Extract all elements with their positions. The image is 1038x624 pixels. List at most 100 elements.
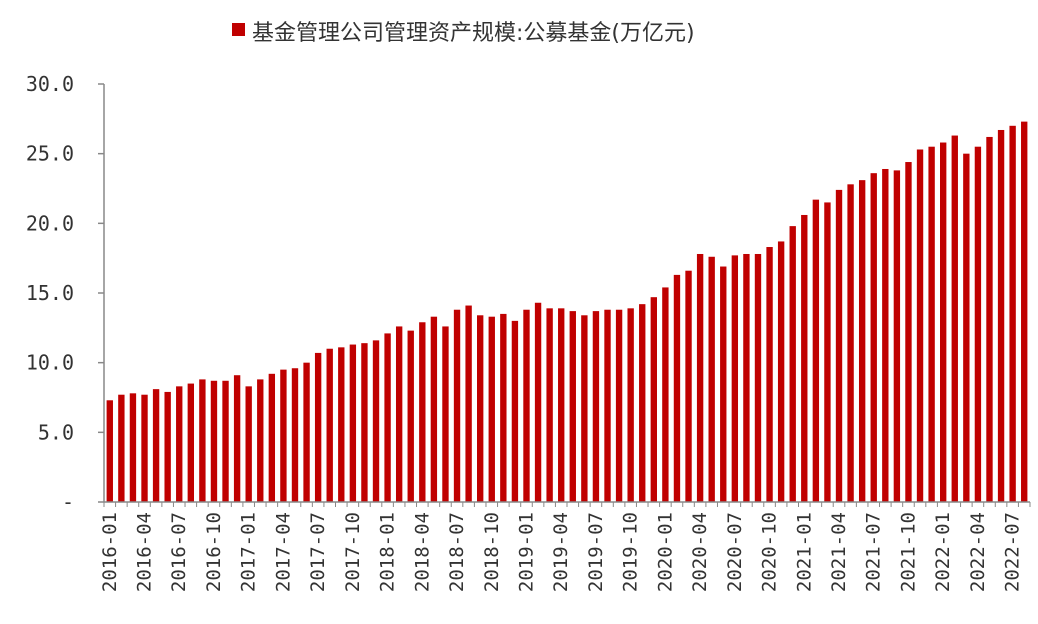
bar-2018-01 bbox=[384, 333, 391, 502]
bar-2016-08 bbox=[187, 383, 194, 502]
bar-2022-02 bbox=[951, 135, 958, 503]
bar-2019-11 bbox=[639, 304, 646, 502]
bar-2022-08 bbox=[1021, 121, 1028, 503]
bar-2016-01 bbox=[106, 400, 113, 502]
x-tick-label: 2017-10 bbox=[342, 512, 364, 592]
bar-2021-05 bbox=[847, 184, 854, 502]
bar-2021-06 bbox=[858, 180, 866, 502]
bar-2019-07 bbox=[592, 311, 600, 502]
bar-2017-12 bbox=[372, 340, 380, 502]
bar-2020-09 bbox=[754, 253, 762, 502]
bar-2017-02 bbox=[257, 379, 264, 502]
bar-2022-07 bbox=[1009, 125, 1016, 503]
bar-2022-06 bbox=[997, 129, 1005, 503]
bar-2017-06 bbox=[303, 362, 310, 502]
bars bbox=[106, 121, 1028, 503]
y-tick-label: 15.0 bbox=[26, 281, 74, 305]
bar-2016-03 bbox=[129, 393, 137, 502]
y-tick-label: 30.0 bbox=[26, 72, 74, 96]
bar-2022-05 bbox=[986, 136, 993, 502]
bar-2021-03 bbox=[824, 202, 831, 502]
bar-2022-04 bbox=[974, 146, 982, 502]
x-tick-label: 2019-10 bbox=[620, 512, 642, 592]
bar-2018-06 bbox=[442, 326, 449, 502]
y-tick-label: - bbox=[62, 490, 74, 514]
bar-2020-12 bbox=[789, 226, 796, 502]
bar-2021-09 bbox=[893, 170, 901, 502]
x-tick-label: 2019-07 bbox=[585, 512, 607, 592]
bar-2017-10 bbox=[349, 344, 357, 502]
bar-2022-03 bbox=[963, 153, 970, 503]
x-tick-label: 2016-04 bbox=[134, 512, 156, 592]
x-tick-label: 2022-04 bbox=[967, 512, 989, 592]
bar-2019-09 bbox=[615, 309, 623, 502]
bar-2016-10 bbox=[210, 380, 218, 502]
bar-2019-01 bbox=[523, 309, 530, 502]
x-tick-label: 2016-01 bbox=[99, 512, 121, 592]
x-tick-label: 2016-07 bbox=[168, 512, 190, 592]
x-tick-label: 2017-01 bbox=[238, 512, 260, 592]
bar-2018-10 bbox=[488, 316, 495, 502]
bar-2020-07 bbox=[731, 255, 739, 502]
bar-2016-12 bbox=[233, 375, 241, 502]
bar-2017-09 bbox=[338, 347, 345, 502]
x-tick-label: 2021-07 bbox=[863, 512, 885, 592]
legend-swatch bbox=[232, 23, 245, 36]
bar-2018-04 bbox=[419, 322, 426, 502]
x-tick-label: 2021-10 bbox=[897, 512, 919, 592]
bar-2019-05 bbox=[569, 311, 576, 502]
x-tick-label: 2018-07 bbox=[446, 512, 468, 592]
bar-2017-05 bbox=[291, 368, 299, 502]
bar-2017-11 bbox=[361, 343, 368, 502]
bar-2021-08 bbox=[882, 168, 889, 503]
bar-2016-05 bbox=[152, 389, 160, 502]
y-tick-label: 25.0 bbox=[26, 142, 74, 166]
bar-2017-04 bbox=[280, 369, 287, 502]
x-tick-label: 2022-01 bbox=[932, 512, 954, 592]
x-tick-label: 2022-07 bbox=[1002, 512, 1024, 592]
x-tick-label: 2018-01 bbox=[377, 512, 399, 592]
x-tick-label: 2020-10 bbox=[759, 512, 781, 592]
bar-2021-04 bbox=[835, 189, 843, 502]
bar-2017-08 bbox=[326, 348, 333, 502]
bar-2018-05 bbox=[430, 316, 438, 502]
bar-2021-01 bbox=[801, 214, 808, 502]
bar-2019-02 bbox=[534, 302, 542, 502]
bar-2016-09 bbox=[199, 379, 206, 502]
bar-2019-10 bbox=[627, 308, 634, 502]
bar-2018-09 bbox=[477, 315, 484, 502]
bar-2020-03 bbox=[685, 270, 692, 502]
x-tick-label: 2018-10 bbox=[481, 512, 503, 592]
x-tick-label: 2018-04 bbox=[411, 512, 433, 592]
legend-label: 基金管理公司管理资产规模:公募基金(万亿元) bbox=[252, 21, 695, 46]
bar-2021-10 bbox=[905, 162, 912, 502]
bar-2020-04 bbox=[696, 253, 704, 502]
bar-2017-01 bbox=[245, 386, 252, 502]
x-tick-label: 2017-07 bbox=[307, 512, 329, 592]
x-tick-label: 2016-10 bbox=[203, 512, 225, 592]
x-tick-label: 2019-01 bbox=[515, 512, 537, 592]
y-tick-label: 20.0 bbox=[26, 211, 74, 235]
x-tick-label: 2020-01 bbox=[654, 512, 676, 592]
bar-2017-03 bbox=[268, 373, 276, 502]
bar-2018-07 bbox=[453, 309, 461, 502]
y-tick-label: 5.0 bbox=[38, 420, 74, 444]
x-tick-label: 2021-01 bbox=[793, 512, 815, 592]
x-tick-label: 2020-04 bbox=[689, 512, 711, 592]
x-tick-label: 2020-07 bbox=[724, 512, 746, 592]
y-axis: - 5.0 10.0 15.0 20.0 25.0 30.0 bbox=[26, 72, 105, 514]
legend: 基金管理公司管理资产规模:公募基金(万亿元) bbox=[232, 21, 695, 46]
bar-2018-08 bbox=[465, 305, 472, 502]
bar-2018-03 bbox=[407, 330, 414, 502]
bar-2019-06 bbox=[581, 315, 588, 502]
bar-2020-10 bbox=[766, 247, 773, 502]
y-tick-label: 10.0 bbox=[26, 351, 74, 375]
x-tick-label: 2019-04 bbox=[550, 512, 572, 592]
bar-2018-02 bbox=[395, 326, 403, 502]
bar-2020-06 bbox=[720, 266, 727, 502]
bar-2018-12 bbox=[511, 320, 519, 502]
bar-2016-02 bbox=[118, 394, 125, 502]
x-axis: 2016-01 2016-04 2016-07 2016-10 2017-01 2017-… bbox=[99, 501, 1031, 592]
